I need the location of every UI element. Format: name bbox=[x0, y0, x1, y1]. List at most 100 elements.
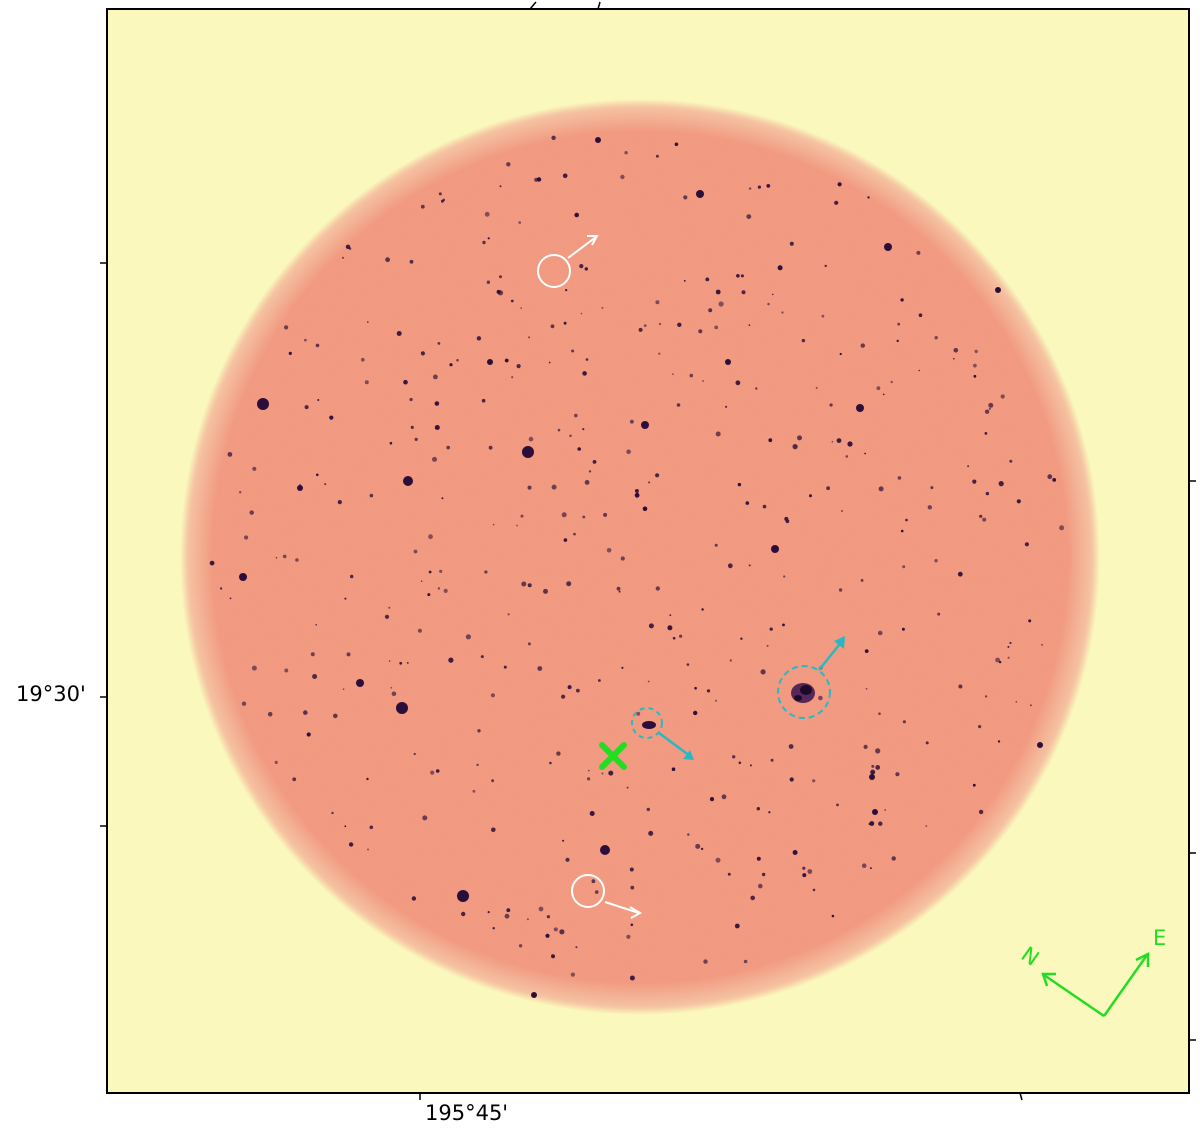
faint-source bbox=[985, 491, 990, 496]
faint-source bbox=[620, 174, 625, 180]
faint-source bbox=[559, 929, 565, 935]
faint-source bbox=[978, 809, 984, 815]
faint-source bbox=[634, 489, 639, 493]
faint-source bbox=[648, 830, 654, 836]
faint-source bbox=[274, 760, 278, 765]
faint-source bbox=[503, 665, 507, 669]
faint-source bbox=[669, 614, 672, 617]
faint-source bbox=[427, 593, 431, 597]
faint-source bbox=[686, 663, 690, 666]
faint-source bbox=[646, 807, 650, 812]
faint-source bbox=[864, 452, 866, 455]
faint-source bbox=[761, 872, 766, 877]
faint-source bbox=[901, 627, 905, 631]
faint-source bbox=[348, 842, 354, 847]
faint-source bbox=[442, 198, 446, 202]
bright-source bbox=[239, 573, 247, 581]
faint-source bbox=[399, 661, 403, 665]
faint-source bbox=[284, 325, 289, 330]
declination-tick-label: 19°30' bbox=[16, 682, 86, 706]
faint-source bbox=[350, 574, 354, 579]
faint-source bbox=[420, 204, 425, 209]
faint-source bbox=[974, 349, 978, 354]
faint-source bbox=[304, 405, 309, 410]
faint-source bbox=[448, 657, 454, 663]
faint-source bbox=[484, 211, 490, 217]
faint-source bbox=[570, 972, 576, 977]
bright-source bbox=[403, 476, 413, 486]
faint-source bbox=[836, 803, 839, 807]
faint-source bbox=[818, 695, 823, 701]
faint-source bbox=[579, 264, 584, 269]
faint-source bbox=[984, 409, 990, 414]
faint-source bbox=[461, 911, 466, 917]
faint-source bbox=[973, 363, 977, 368]
faint-source bbox=[582, 515, 586, 519]
faint-source bbox=[477, 729, 481, 733]
faint-source bbox=[587, 777, 591, 781]
faint-source bbox=[648, 481, 651, 484]
faint-source bbox=[860, 343, 865, 348]
faint-source bbox=[518, 221, 521, 224]
faint-source bbox=[918, 313, 923, 318]
faint-source bbox=[417, 628, 422, 633]
faint-source bbox=[499, 275, 502, 279]
faint-source bbox=[871, 764, 875, 768]
faint-source bbox=[812, 888, 816, 892]
faint-source bbox=[714, 325, 719, 330]
faint-source bbox=[871, 771, 874, 774]
faint-source bbox=[516, 364, 521, 369]
faint-source bbox=[528, 436, 534, 442]
faint-source bbox=[209, 560, 215, 566]
faint-source bbox=[563, 538, 568, 542]
faint-source bbox=[239, 491, 242, 494]
faint-source bbox=[411, 896, 417, 901]
faint-source bbox=[709, 797, 715, 802]
faint-source bbox=[317, 399, 320, 401]
faint-source bbox=[521, 581, 527, 587]
faint-source bbox=[672, 636, 676, 640]
faint-source bbox=[700, 847, 704, 851]
faint-source bbox=[957, 571, 963, 577]
faint-source bbox=[630, 923, 634, 927]
faint-source bbox=[937, 612, 941, 616]
faint-source bbox=[643, 324, 647, 327]
faint-source bbox=[998, 481, 1004, 487]
faint-source bbox=[834, 200, 839, 205]
faint-source bbox=[526, 918, 529, 921]
faint-source bbox=[504, 913, 510, 919]
faint-source bbox=[877, 630, 883, 636]
faint-source bbox=[561, 694, 566, 699]
faint-source bbox=[487, 911, 490, 914]
faint-source bbox=[979, 514, 983, 518]
faint-source bbox=[801, 338, 806, 343]
faint-source bbox=[672, 373, 674, 375]
bright-source bbox=[531, 992, 537, 998]
faint-source bbox=[588, 470, 592, 473]
faint-source bbox=[361, 357, 365, 362]
faint-source bbox=[626, 786, 629, 789]
bright-source bbox=[600, 845, 610, 855]
faint-source bbox=[905, 518, 908, 522]
faint-source bbox=[715, 289, 721, 295]
faint-source bbox=[241, 701, 247, 706]
faint-source bbox=[1016, 499, 1021, 504]
faint-source bbox=[616, 586, 621, 591]
bright-source bbox=[1037, 742, 1043, 748]
faint-source bbox=[1028, 619, 1032, 623]
faint-source bbox=[582, 428, 585, 431]
bright-source bbox=[356, 679, 364, 687]
bright-source bbox=[872, 809, 878, 815]
faint-source bbox=[603, 512, 608, 517]
faint-source bbox=[582, 371, 587, 376]
faint-source bbox=[748, 564, 751, 567]
faint-source bbox=[809, 494, 812, 498]
faint-source bbox=[762, 504, 767, 509]
faint-source bbox=[565, 289, 568, 292]
faint-source bbox=[934, 559, 938, 563]
faint-source bbox=[900, 298, 904, 302]
faint-source bbox=[492, 523, 495, 526]
faint-source bbox=[439, 569, 443, 574]
point-sources bbox=[209, 135, 1065, 998]
